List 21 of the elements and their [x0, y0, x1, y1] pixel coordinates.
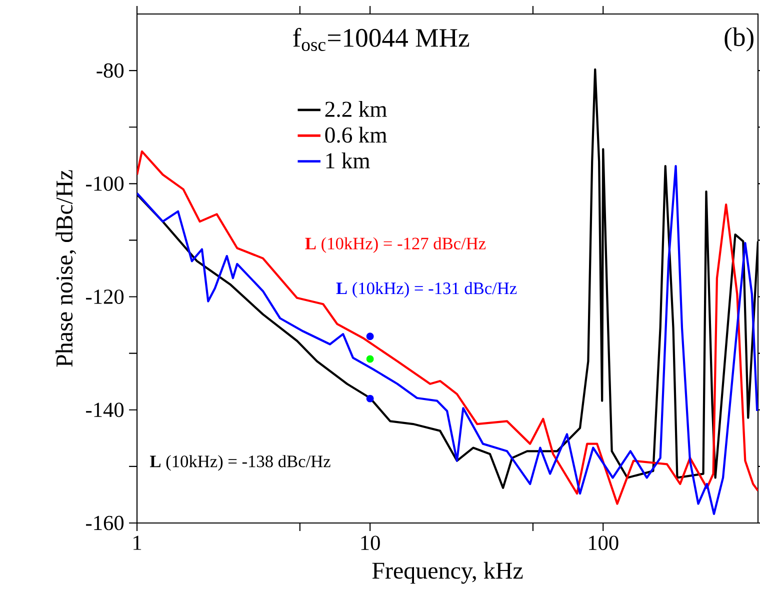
x-axis-title: Frequency, kHz — [372, 562, 523, 584]
annotation: L (10kHz) = -138 dBc/Hz — [150, 455, 330, 471]
annotation: L (10kHz) = -131 dBc/Hz — [336, 282, 517, 298]
y-tick-label: -160 — [86, 516, 124, 530]
point — [366, 355, 374, 363]
y-tick-label: -80 — [96, 63, 124, 78]
point — [366, 394, 374, 402]
x-tick-label: 1 — [134, 536, 142, 550]
x-tick-label: 10 — [361, 536, 380, 550]
legend-label: 0.6 km — [325, 126, 387, 143]
annotation: L (10kHz) = -127 dBc/Hz — [305, 237, 486, 253]
annotation: (b) — [724, 27, 754, 52]
x-tick-label: 100 — [588, 536, 618, 550]
y-tick-label: -100 — [86, 176, 124, 191]
legend-label: 1 km — [326, 152, 370, 168]
legend-label: 2.2 km — [325, 101, 387, 118]
y-tick-label: -120 — [86, 290, 124, 304]
y-axis-title: Phase noise, dBc/Hz — [56, 170, 76, 367]
chart-title: f$_{osc}$=10044 MHz — [293, 28, 470, 51]
y-tick-label: -140 — [86, 402, 124, 418]
point — [366, 332, 374, 340]
